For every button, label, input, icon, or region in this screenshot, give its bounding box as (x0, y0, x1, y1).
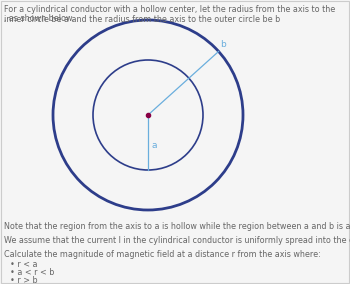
Text: We assume that the current I in the cylindrical conductor is uniformly spread in: We assume that the current I in the cyli… (4, 236, 350, 245)
Text: For a cylindrical conductor with a hollow center, let the radius from the axis t: For a cylindrical conductor with a hollo… (4, 5, 335, 24)
Text: a: a (152, 141, 158, 150)
Text: • r > b: • r > b (10, 276, 38, 284)
Text: , as shown below.: , as shown below. (4, 14, 74, 23)
Text: b: b (220, 40, 226, 49)
Text: Note that the region from the axis to a is hollow while the region between a and: Note that the region from the axis to a … (4, 222, 350, 231)
Text: • a < r < b: • a < r < b (10, 268, 54, 277)
Text: • r < a: • r < a (10, 260, 37, 269)
Text: Calculate the magnitude of magnetic field at a distance r from the axis where:: Calculate the magnitude of magnetic fiel… (4, 250, 321, 259)
